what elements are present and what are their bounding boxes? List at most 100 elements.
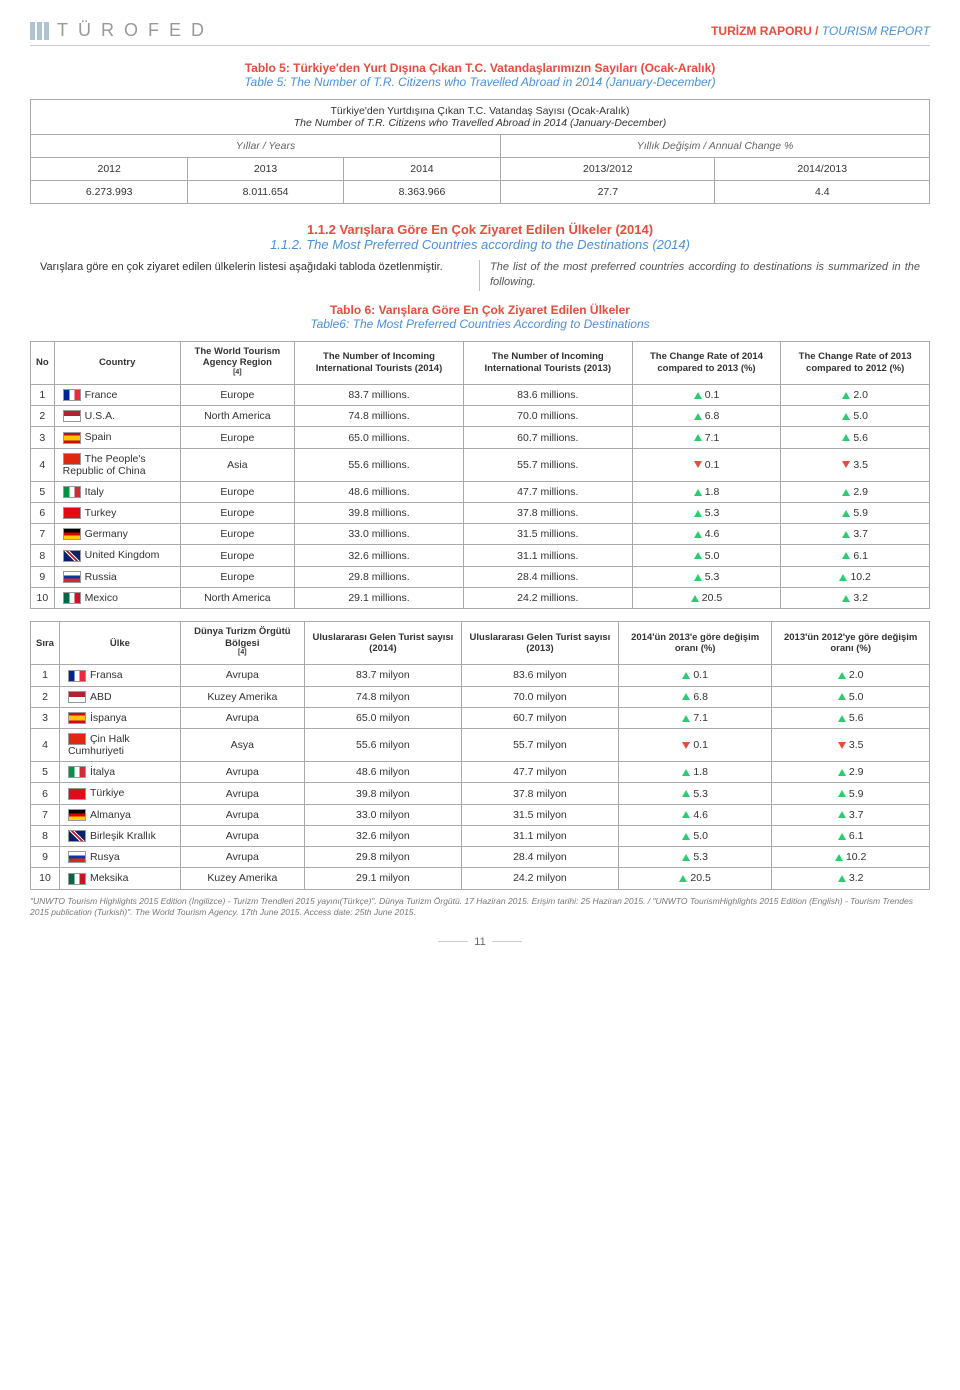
t5-col: 2012 [31,158,188,181]
country-cell: U.S.A. [54,406,180,427]
chg1: 6.8 [632,406,781,427]
v2014: 55.6 millions. [295,448,464,481]
region: North America [180,587,294,608]
trend-icon [682,693,690,700]
flag-icon [68,788,86,800]
row-num: 1 [31,384,55,405]
page-header: TÜROFED TURİZM RAPORU / TOURISM REPORT [30,20,930,46]
country-cell: United Kingdom [54,545,180,566]
footnote: "UNWTO Tourism Highlights 2015 Edition (… [30,896,930,918]
t5-box: Türkiye'den Yurtdışına Çıkan T.C. Vatand… [31,100,930,135]
table-row: 2 U.S.A. North America 74.8 millions. 70… [31,406,930,427]
country-cell: Spain [54,427,180,448]
row-num: 9 [31,566,55,587]
v2014: 55.6 milyon [304,728,461,761]
flag-icon [63,507,81,519]
chg2: 2.9 [772,762,930,783]
trend-icon [694,461,702,468]
v2013: 47.7 milyon [461,762,618,783]
sect-l2: 1.1.2. The Most Preferred Countries acco… [30,237,930,252]
table-row: 5 İtalya Avrupa 48.6 milyon 47.7 milyon … [31,762,930,783]
flag-icon [63,389,81,401]
chg2: 3.7 [781,524,930,545]
row-num: 1 [31,665,60,686]
v2014: 39.8 milyon [304,783,461,804]
region: Europe [180,524,294,545]
chg1: 5.0 [632,545,781,566]
trend-icon [682,769,690,776]
region: Kuzey Amerika [180,868,304,889]
region: Avrupa [180,665,304,686]
country-cell: Birleşik Krallık [59,825,180,846]
region: Avrupa [180,707,304,728]
chg1: 1.8 [632,481,781,502]
country-cell: Fransa [59,665,180,686]
trend-icon [838,693,846,700]
trend-icon [694,531,702,538]
chg1: 5.3 [632,503,781,524]
t6-hdr: 2013'ün 2012'ye göre değişim oranı (%) [772,622,930,665]
trend-icon [842,531,850,538]
country-cell: France [54,384,180,405]
v2014: 65.0 millions. [295,427,464,448]
flag-icon [68,851,86,863]
country-cell: Türkiye [59,783,180,804]
v2013: 60.7 milyon [461,707,618,728]
trend-icon [682,742,690,749]
v2013: 24.2 millions. [463,587,632,608]
v2013: 24.2 milyon [461,868,618,889]
flag-icon [68,712,86,724]
chg2: 5.6 [772,707,930,728]
t6-title-en: Table6: The Most Preferred Countries Acc… [30,317,930,331]
chg2: 6.1 [772,825,930,846]
title-blue: TOURISM REPORT [822,24,930,38]
v2014: 74.8 millions. [295,406,464,427]
flag-icon [63,410,81,422]
chg1: 5.3 [618,847,771,868]
intro-tr: Varışlara göre en çok ziyaret edilen ülk… [30,260,480,291]
country-cell: Russia [54,566,180,587]
row-num: 5 [31,762,60,783]
chg1: 7.1 [632,427,781,448]
country-cell: Almanya [59,804,180,825]
trend-icon [839,574,847,581]
country-cell: Mexico [54,587,180,608]
flag-icon [63,550,81,562]
flag-icon [63,528,81,540]
trend-icon [682,811,690,818]
flag-icon [63,486,81,498]
country-cell: The People's Republic of China [54,448,180,481]
v2013: 55.7 milyon [461,728,618,761]
v2013: 28.4 milyon [461,847,618,868]
t5-box-tr: Türkiye'den Yurtdışına Çıkan T.C. Vatand… [39,105,921,117]
v2013: 70.0 milyon [461,686,618,707]
row-num: 6 [31,503,55,524]
t5-val: 6.273.993 [31,181,188,204]
row-num: 3 [31,707,60,728]
v2014: 48.6 millions. [295,481,464,502]
trend-icon [838,833,846,840]
trend-icon [838,672,846,679]
row-num: 8 [31,545,55,566]
v2014: 83.7 milyon [304,665,461,686]
table-row: 4 Çin Halk Cumhuriyeti Asya 55.6 milyon … [31,728,930,761]
region: Avrupa [180,825,304,846]
trend-icon [842,434,850,441]
trend-icon [694,552,702,559]
t6-hdr: Uluslararası Gelen Turist sayısı (2014) [304,622,461,665]
t6-hdr: Sıra [31,622,60,665]
region: Europe [180,427,294,448]
t5-col: 2014 [343,158,500,181]
v2013: 37.8 millions. [463,503,632,524]
v2013: 31.1 milyon [461,825,618,846]
row-num: 6 [31,783,60,804]
row-num: 10 [31,587,55,608]
t6-hdr: Country [54,341,180,384]
chg2: 5.9 [772,783,930,804]
region: Asya [180,728,304,761]
table-row: 5 Italy Europe 48.6 millions. 47.7 milli… [31,481,930,502]
intro-en: The list of the most preferred countries… [480,260,930,291]
chg1: 0.1 [632,448,781,481]
chg2: 5.0 [781,406,930,427]
row-num: 7 [31,804,60,825]
